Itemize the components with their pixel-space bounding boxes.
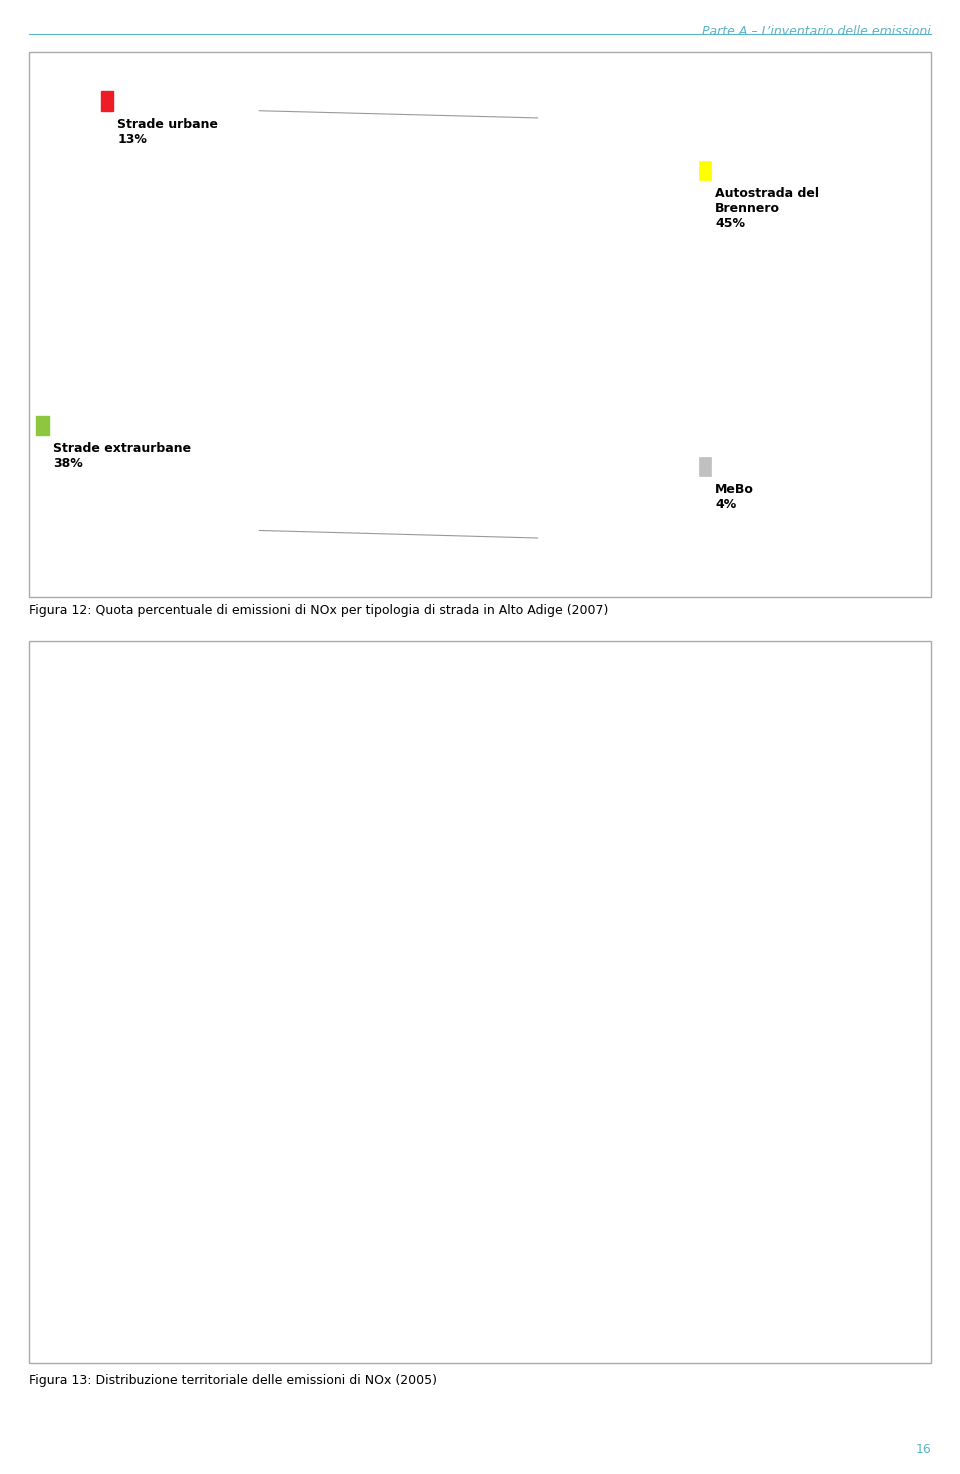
Text: Strade urbane
13%: Strade urbane 13% — [117, 118, 218, 146]
Wedge shape — [90, 203, 264, 489]
Text: Autostrada del
Brennero
45%: Autostrada del Brennero 45% — [715, 187, 819, 230]
Text: Figura 13: Distribuzione territoriale delle emissioni di NOx (2005): Figura 13: Distribuzione territoriale de… — [29, 1374, 437, 1387]
Bar — [551, 504, 659, 538]
Text: Strade extraurbane
38%: Strade extraurbane 38% — [53, 442, 191, 470]
Bar — [551, 127, 659, 504]
Text: Parte A – L’inventario delle emissioni: Parte A – L’inventario delle emissioni — [703, 25, 931, 38]
Text: MeBo
4%: MeBo 4% — [715, 483, 754, 511]
Wedge shape — [259, 152, 428, 489]
Wedge shape — [137, 152, 259, 321]
Text: Autostrade
50%: Autostrade 50% — [266, 305, 353, 336]
Text: Figura 12: Quota percentuale di emissioni di NOx per tipologia di strada in Alto: Figura 12: Quota percentuale di emission… — [29, 604, 609, 618]
Text: 16: 16 — [916, 1443, 931, 1456]
